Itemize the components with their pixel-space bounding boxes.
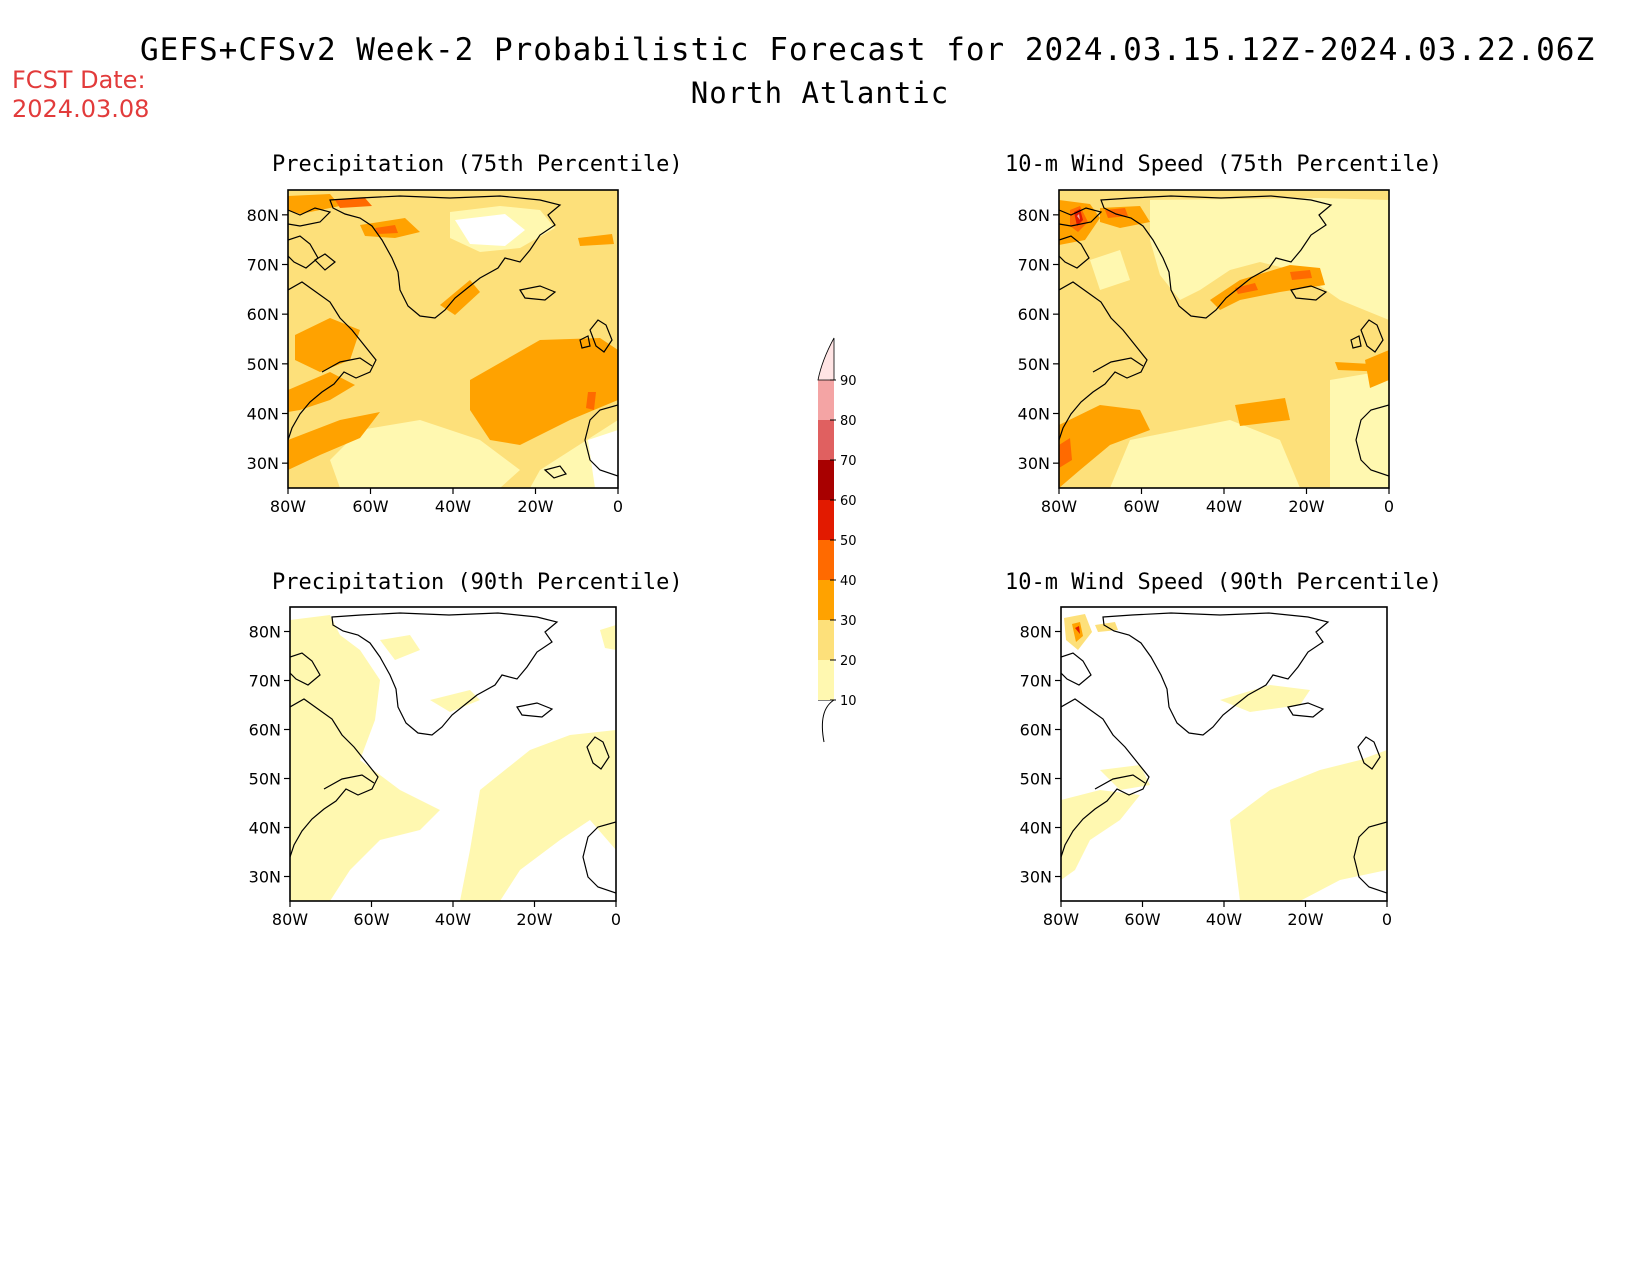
colorbar-label: 60 (840, 494, 857, 509)
lon-tick-label: 20W (517, 497, 553, 516)
shade-50-60 (1075, 626, 1080, 634)
lat-tick-label: 70N (249, 672, 281, 691)
lat-tick-label: 50N (249, 770, 281, 789)
lon-tick-label: 0 (1382, 910, 1392, 929)
panel-title-precip-75: Precipitation (75th Percentile) (272, 152, 683, 177)
shade-40-50 (375, 225, 398, 234)
lon-tick-label: 80W (1041, 497, 1077, 516)
shade-10-20 (290, 615, 440, 901)
map-precip-75 (287, 189, 619, 489)
lon-tick-label: 40W (1206, 497, 1242, 516)
lon-tick-label: 0 (1384, 497, 1394, 516)
colorbar-bin (818, 460, 834, 500)
lon-tick-label: 40W (1206, 910, 1242, 929)
coastlines (290, 612, 616, 894)
panel-title-wind-75: 10-m Wind Speed (75th Percentile) (1005, 152, 1443, 177)
lat-tick-label: 60N (1018, 305, 1050, 324)
lat-tick-label: 70N (1018, 256, 1050, 275)
colorbar-label: 20 (840, 654, 857, 669)
shade-10-20 (1150, 198, 1389, 320)
lon-tick-label: 0 (611, 910, 621, 929)
lat-tick-label: 40N (1018, 405, 1050, 424)
lat-tick-label: 50N (1020, 770, 1052, 789)
lat-tick-label: 40N (247, 405, 279, 424)
lat-tick-label: 80N (1020, 623, 1052, 642)
region-subtitle: North Atlantic (690, 76, 950, 110)
lat-tick-label: 40N (1020, 819, 1052, 838)
lat-tick-label: 50N (1018, 355, 1050, 374)
colorbar-label: 90 (840, 374, 857, 389)
lon-tick-label: 20W (516, 910, 552, 929)
lat-tick-label: 70N (247, 256, 279, 275)
colorbar-bin (818, 660, 834, 700)
colorbar-bin (818, 540, 834, 580)
lat-tick-label: 50N (247, 355, 279, 374)
lon-tick-label: 40W (435, 497, 471, 516)
lon-tick-label: 60W (1123, 497, 1159, 516)
colorbar-label: 50 (840, 534, 857, 549)
colorbar-bin (818, 500, 834, 540)
lat-tick-label: 80N (249, 623, 281, 642)
coastlines (1061, 612, 1387, 894)
lat-tick-label: 60N (247, 305, 279, 324)
colorbar-label: 70 (840, 454, 857, 469)
lon-tick-label: 20W (1288, 497, 1324, 516)
panel-title-precip-90: Precipitation (90th Percentile) (272, 570, 683, 595)
map-precip-90 (289, 606, 617, 902)
colorbar-bottom-tail (818, 699, 836, 743)
shade-30-40 (1072, 622, 1083, 642)
map-wind-90 (1060, 606, 1388, 902)
lat-tick-label: 30N (247, 454, 279, 473)
lat-tick-label: 30N (1020, 868, 1052, 887)
coastlines (1059, 195, 1389, 477)
colorbar-label: 40 (840, 574, 857, 589)
lat-tick-label: 60N (249, 721, 281, 740)
lon-tick-label: 80W (272, 910, 308, 929)
colorbar-label: 80 (840, 414, 857, 429)
lon-tick-label: 0 (613, 497, 623, 516)
lon-tick-label: 20W (1287, 910, 1323, 929)
lat-tick-label: 30N (249, 868, 281, 887)
lon-tick-label: 60W (1124, 910, 1160, 929)
colorbar-bin (818, 580, 834, 620)
lat-tick-label: 30N (1018, 454, 1050, 473)
colorbar-bin (818, 380, 834, 420)
shade-10-20 (1061, 790, 1140, 880)
lat-tick-label: 60N (1020, 721, 1052, 740)
lon-tick-label: 80W (270, 497, 306, 516)
lon-tick-label: 60W (353, 910, 389, 929)
lat-tick-label: 80N (1018, 206, 1050, 225)
coastlines (288, 195, 618, 479)
shade-30-40 (1059, 405, 1150, 488)
lat-tick-label: 40N (249, 819, 281, 838)
colorbar: 10 20 30 40 50 60 70 80 90 (817, 337, 857, 743)
colorbar-label: 30 (840, 614, 857, 629)
colorbar-label: 10 (840, 694, 857, 709)
fcst-date-value: 2024.03.08 (12, 95, 150, 123)
colorbar-bin (818, 620, 834, 660)
main-title: GEFS+CFSv2 Week-2 Probabilistic Forecast… (140, 32, 1596, 68)
fcst-date-label: FCST Date: (12, 66, 146, 94)
lon-tick-label: 40W (435, 910, 471, 929)
panel-title-wind-90: 10-m Wind Speed (90th Percentile) (1005, 570, 1443, 595)
lat-tick-label: 80N (247, 206, 279, 225)
lon-tick-label: 60W (352, 497, 388, 516)
shade-30-40 (470, 338, 618, 445)
map-wind-75 (1058, 189, 1390, 489)
lat-tick-label: 70N (1020, 672, 1052, 691)
colorbar-top-triangle (817, 337, 835, 381)
colorbar-bin (818, 420, 834, 460)
shade-80-90 (1077, 214, 1080, 220)
lon-tick-label: 80W (1043, 910, 1079, 929)
